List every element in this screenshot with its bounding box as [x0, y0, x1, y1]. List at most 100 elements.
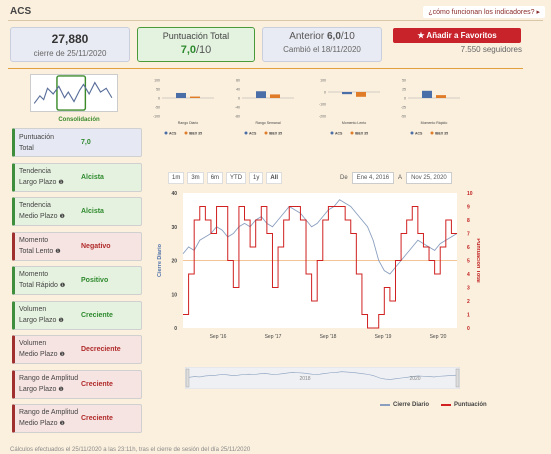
mini-tick-label: 25	[402, 88, 406, 92]
indicator-value: Positivo	[81, 277, 109, 284]
mini-bar-acs	[176, 92, 186, 98]
mini-bar-ibex	[190, 96, 200, 98]
score-value: 7,0	[180, 44, 196, 56]
previous-denom: /10	[340, 31, 355, 42]
indicator-row[interactable]: Rango de Amplitud Medio Plazo ❶ Creciente	[12, 404, 142, 433]
indicator-name: Rango de Amplitud Medio Plazo ❶	[19, 409, 79, 427]
indicator-value: Alcista	[81, 173, 104, 181]
consolidation-label: Consolidación	[58, 117, 100, 123]
mini-legend-ibex: IBEX 35	[269, 132, 282, 136]
info-icon[interactable]: ❶	[59, 352, 65, 358]
navigator-line	[188, 371, 457, 380]
info-icon[interactable]: ❶	[58, 179, 64, 186]
mini-bar-ibex	[270, 94, 280, 98]
calc-footer: Cálculos efectuados el 25/11/2020 a las …	[10, 447, 251, 453]
indicator-name: Momento Total Rápido ❶	[19, 271, 66, 289]
indicator-name: Volumen Largo Plazo ❶	[19, 305, 64, 324]
y2-tick-label: 1	[467, 313, 470, 319]
date-range: De Ene 4, 2016 A Nov 25, 2020	[340, 172, 452, 184]
previous-changed: Cambió el 18/11/2020	[283, 45, 361, 54]
mini-tick-label: -200	[319, 115, 326, 119]
score-card: Puntuación Total 7,0/10	[137, 27, 255, 62]
indicator-row[interactable]: Volumen Medio Plazo ❶ Decreciente	[12, 335, 142, 364]
mini-tick-label: 50	[156, 88, 160, 92]
mini-chart: 100 0 -100 -200 Momento Lento ACS IBEX 35	[319, 79, 380, 136]
indicator-row[interactable]: Tendencia Medio Plazo ❶ Alcista	[12, 197, 142, 226]
legend-close-label: Cierre Diario	[393, 402, 430, 408]
mini-legend-acs: ACS	[415, 132, 423, 136]
mini-tick-label: 50	[402, 79, 406, 83]
y2-tick-label: 0	[467, 326, 470, 332]
ticker-title: ACS	[10, 6, 32, 17]
add-favorites-button[interactable]: ★ Añadir a Favoritos	[393, 28, 521, 43]
indicator-row[interactable]: Puntuación Total 7,0	[12, 128, 142, 157]
mini-chart-title: Momento Rápido	[421, 121, 448, 125]
y-tick-label: 40	[171, 191, 177, 197]
x-tick-label: Sep '17	[265, 334, 282, 340]
mini-legend-ibex-dot	[264, 131, 268, 135]
indicator-row[interactable]: Momento Total Rápido ❶ Positivo	[12, 266, 142, 295]
mini-tick-label: -40	[235, 106, 240, 110]
mini-legend-ibex: IBEX 35	[355, 132, 368, 136]
info-icon[interactable]: ❶	[59, 214, 65, 220]
mini-bar-acs	[342, 92, 352, 95]
previous-value: 6,0	[326, 31, 341, 42]
indicator-row[interactable]: Momento Total Lento ❶ Negativo	[12, 231, 142, 261]
from-date-input[interactable]: Ene 4, 2016	[351, 172, 395, 184]
range-button[interactable]: 1m	[168, 172, 185, 184]
y2-tick-label: 5	[467, 259, 470, 265]
mini-chart: 50 25 0 -25 -50 Momento Rápido ACS IBEX 35	[401, 79, 460, 136]
mini-tick-label: 0	[238, 97, 240, 101]
mini-bar-ibex	[356, 92, 366, 97]
mini-tick-label: 0	[324, 91, 326, 95]
range-button[interactable]: All	[266, 172, 283, 184]
range-button[interactable]: 1y	[249, 172, 264, 184]
mini-legend-acs-dot	[244, 131, 248, 135]
how-indicators-link[interactable]: ¿cómo funcionan los indicadores? ▸	[423, 6, 545, 18]
navigator-tick: 2018	[299, 376, 310, 382]
y2-tick-label: 3	[467, 286, 470, 292]
navigator-handle-right	[455, 368, 460, 388]
mini-legend-ibex-dot	[350, 131, 354, 135]
range-button[interactable]: 6m	[206, 172, 224, 184]
info-icon[interactable]: ❶	[55, 248, 61, 255]
mini-tick-label: 100	[320, 79, 326, 83]
close-series-line	[182, 199, 458, 275]
previous-score-card: Anterior 6,0/10 Cambió el 18/11/2020	[262, 27, 382, 62]
indicator-value: Creciente	[81, 380, 113, 388]
to-date-input[interactable]: Nov 25, 2020	[406, 172, 452, 184]
consolidation-sparkline	[30, 74, 118, 112]
y2-tick-label: 10	[467, 191, 473, 197]
mini-tick-label: 40	[236, 88, 240, 92]
info-icon[interactable]: ❶	[59, 421, 65, 427]
y2-tick-label: 8	[467, 218, 470, 224]
range-button[interactable]: 3m	[187, 172, 204, 184]
info-icon[interactable]: ❶	[59, 283, 66, 289]
indicator-row[interactable]: Tendencia Largo Plazo ❶ Alcista	[12, 162, 142, 192]
mini-bar-acs	[256, 91, 266, 98]
mini-chart-title: Momento Lento	[342, 121, 366, 125]
mini-tick-label: -100	[319, 103, 326, 107]
to-label: A	[398, 175, 403, 181]
mini-legend-acs: ACS	[335, 132, 343, 136]
indicator-name: Rango de Amplitud Largo Plazo ❶	[19, 374, 79, 393]
mini-chart-title: Rango Diario	[178, 121, 198, 125]
range-button[interactable]: YTD	[226, 172, 247, 184]
indicator-name: Tendencia Largo Plazo ❶	[19, 167, 64, 186]
info-icon[interactable]: ❶	[58, 386, 64, 393]
navigator-bg	[185, 367, 460, 389]
star-icon: ★	[417, 31, 425, 40]
y-tick-label: 10	[171, 292, 177, 298]
mini-tick-label: 0	[158, 97, 160, 101]
info-icon[interactable]: ❶	[58, 317, 64, 324]
legend-item-score[interactable]: Puntuación	[441, 402, 487, 408]
mini-chart: 100 50 0 -50 -100 Rango Diario ACS IBEX 35	[153, 79, 214, 136]
legend-item-close[interactable]: Cierre Diario	[380, 402, 429, 408]
navigator-chart[interactable]: 2018 2020	[185, 367, 460, 389]
indicator-value: 7,0	[81, 139, 91, 146]
y2-axis-label: Puntuación Total	[475, 238, 480, 283]
indicator-row[interactable]: Rango de Amplitud Largo Plazo ❶ Creciente	[12, 369, 142, 399]
indicator-row[interactable]: Volumen Largo Plazo ❶ Creciente	[12, 300, 142, 330]
section-divider	[8, 68, 523, 69]
